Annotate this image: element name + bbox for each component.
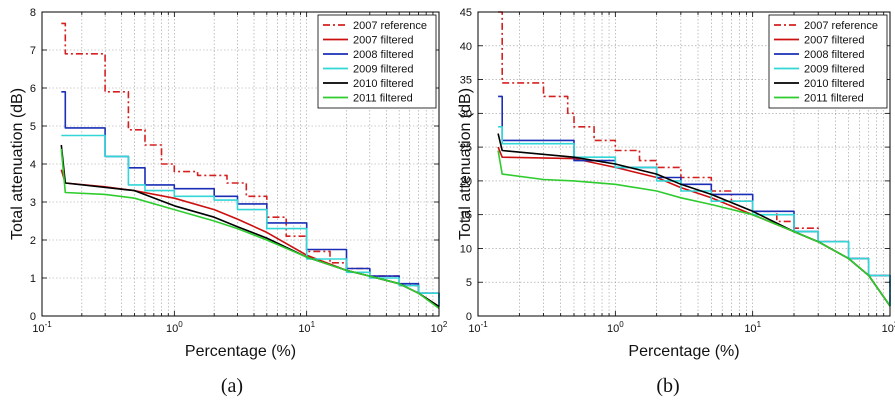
- x-tick-label: 10-1: [32, 320, 52, 335]
- legend-label: 2007 reference: [353, 20, 427, 32]
- x-tick-label: 102: [431, 320, 448, 335]
- legend-label: 2007 reference: [804, 20, 878, 32]
- legend-label: 2011 filtered: [353, 93, 413, 105]
- legend-box: [768, 14, 888, 109]
- grid: [478, 12, 890, 316]
- legend-label: 2011 filtered: [804, 93, 864, 105]
- y-tick-label: 7: [30, 45, 36, 57]
- series-group: [60, 22, 440, 310]
- y-tick-label: 6: [30, 83, 36, 95]
- x-tick-label: 101: [744, 320, 761, 335]
- x-axis-label: Percentage (%): [185, 343, 296, 360]
- axes-frame: [477, 11, 891, 317]
- x-tick-labels: 10-1 100 101 102: [468, 320, 895, 335]
- legend-label: 2010 filtered: [804, 78, 865, 90]
- y-tick-label: 20: [460, 176, 472, 188]
- y-axis-label: Total attenuation (dB): [9, 88, 26, 240]
- x-axis-label: Percentage (%): [628, 343, 739, 360]
- y-tick-label: 25: [460, 142, 472, 154]
- y-tick-label: 45: [460, 7, 472, 19]
- y-tick-label: 5: [466, 277, 472, 289]
- grid: [42, 12, 439, 316]
- y-tick-label: 40: [460, 41, 472, 53]
- x-tick-label: 100: [607, 320, 624, 335]
- y-tick-label: 30: [460, 108, 472, 120]
- series-line-2011-filtered: [497, 150, 891, 307]
- legend: 2007 reference 2007 filtered 2008 filtered…: [768, 14, 888, 109]
- y-tick-labels: 0 1 2 3 4 5 6 7 8: [30, 7, 36, 323]
- series-line-2011-filtered: [60, 148, 440, 310]
- y-tick-label: 8: [30, 7, 36, 19]
- y-tick-label: 35: [460, 75, 472, 87]
- y-tick-labels: 0 5 10 15 20 25 30 35 40 45: [460, 7, 472, 323]
- y-tick-label: 0: [30, 311, 36, 323]
- y-tick-label: 0: [466, 311, 472, 323]
- series-group: [497, 11, 891, 307]
- chart-panel-a: 10-1 100 101 102 0 1 2 3 4 5 6 7 8 Percentage (%) Tota…: [9, 7, 448, 397]
- legend-label: 2009 filtered: [353, 64, 414, 76]
- legend-label: 2008 filtered: [804, 49, 865, 61]
- y-tick-label: 5: [30, 121, 36, 133]
- legend-label: 2007 filtered: [804, 35, 865, 47]
- legend-label: 2007 filtered: [353, 35, 414, 47]
- legend-label: 2010 filtered: [353, 78, 414, 90]
- x-tick-label: 100: [166, 320, 183, 335]
- y-tick-label: 4: [30, 159, 36, 171]
- panel-caption: (a): [221, 375, 243, 397]
- y-axis-label: Total attenuation (dB): [457, 88, 474, 240]
- legend-label: 2009 filtered: [804, 64, 865, 76]
- y-tick-label: 15: [460, 210, 472, 222]
- legend-box: [317, 14, 437, 109]
- chart-panel-b: 10-1 100 101 102 0 5 10 15 20 25 30 35 40 45 Percentag…: [457, 7, 895, 397]
- y-tick-label: 2: [30, 235, 36, 247]
- x-tick-label: 101: [298, 320, 315, 335]
- panel-caption: (b): [656, 375, 679, 397]
- x-tick-labels: 10-1 100 101 102: [32, 320, 448, 335]
- y-tick-label: 10: [460, 243, 472, 255]
- x-tick-label: 102: [882, 320, 895, 335]
- x-tick-label: 10-1: [468, 320, 488, 335]
- legend-label: 2008 filtered: [353, 49, 414, 61]
- y-tick-label: 3: [30, 197, 36, 209]
- legend: 2007 reference 2007 filtered 2008 filtered…: [317, 14, 437, 109]
- y-tick-label: 1: [30, 273, 36, 285]
